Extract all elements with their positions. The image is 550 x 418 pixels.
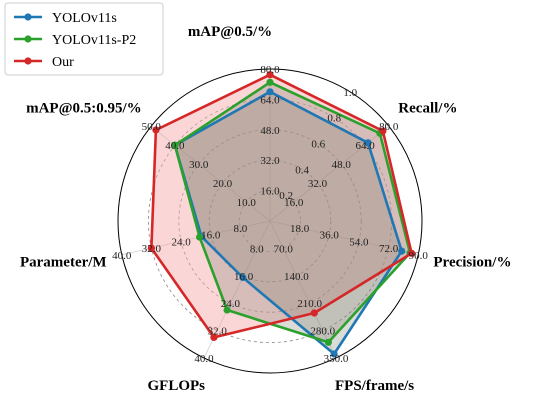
series-point-our [210,333,218,341]
tick-label: 350.0 [324,353,349,365]
radar-tick-labels: 16.032.048.064.080.016.032.048.064.080.0… [112,64,428,365]
series-point-yolov11s-p2 [266,78,274,86]
tick-label: 210.0 [297,298,322,310]
radar-series [147,71,416,358]
tick-label: 50.0 [142,121,162,133]
tick-label: 80.0 [260,64,280,76]
series-point-our [266,71,274,79]
series-area-our [151,74,412,338]
tick-label: 18.0 [290,223,310,235]
grid-spoke [269,220,337,359]
tick-label: 16.0 [234,271,254,283]
series-point-yolov11s [330,350,338,358]
tick-label: 80.0 [379,121,399,133]
axis-title: Recall/% [398,101,457,117]
tick-label: 24.0 [171,236,191,248]
tick-label: 16.0 [201,230,221,242]
axis-title: mAP@0.5/% [188,24,272,40]
series-point-yolov11s-p2 [196,233,204,241]
grid-spoke [269,220,419,256]
tick-label: 40.0 [194,353,214,365]
grid-spoke [150,125,271,222]
grid-circle [239,190,301,252]
legend-label: YOLOv11s-P2 [52,33,136,48]
tick-label: 16.0 [284,197,304,209]
axis-title: Parameter/M [20,255,107,271]
series-point-our [152,126,160,134]
legend-label: YOLOv11s [52,11,117,26]
tick-label: 280.0 [310,326,335,338]
tick-label: 24.0 [221,298,241,310]
tick-label: 10.0 [237,197,257,209]
tick-label: 32.0 [260,155,280,167]
tick-label: 40.0 [165,140,185,152]
series-area-yolov11s-p2 [174,82,410,343]
tick-label: 140.0 [284,271,309,283]
grid-spoke [121,220,271,256]
legend-swatch-marker [24,57,32,65]
series-point-yolov11s [266,88,274,96]
grid-circle [208,159,332,283]
series-point-yolov11s [364,139,372,147]
legend-swatch-marker [24,13,32,21]
series-point-yolov11s-p2 [324,338,332,346]
series-point-yolov11s-p2 [171,141,179,149]
radial-tick-label: 0.4 [295,164,309,176]
tick-label: 32.0 [142,243,162,255]
radar-axis-titles: mAP@0.5/% Recall/% Precision/% FPS/frame/s G… [20,24,511,394]
series-point-yolov11s [398,247,406,255]
radial-tick-label: 0.6 [311,139,325,151]
series-point-yolov11s-p2 [223,306,231,314]
radial-tick-label: 1.0 [343,87,357,99]
axis-title: mAP@0.5:0.95/% [26,101,142,117]
tick-label: 64.0 [260,94,280,106]
series-line-our [150,73,413,339]
tick-label: 8.0 [234,223,248,235]
grid-circle [178,129,362,313]
series-point-our [408,249,416,257]
tick-label: 8.0 [250,243,264,255]
legend-box [4,2,164,76]
series-point-yolov11s [239,273,247,282]
tick-label: 32.0 [308,178,328,190]
axis-title: Precision/% [433,255,511,271]
tick-label: 32.0 [208,326,228,338]
tick-label: 70.0 [274,243,294,255]
series-point-our [147,244,155,252]
axis-title: GFLOPs [147,378,205,394]
series-point-our [379,127,387,135]
series-area-yolov11s [174,91,402,355]
tick-label: 90.0 [409,250,429,262]
tick-label: 16.0 [260,186,280,198]
legend-label: Our [52,55,74,70]
tick-label: 20.0 [213,178,233,190]
tick-label: 48.0 [332,159,352,171]
axis-title: FPS/frame/s [335,378,414,394]
tick-label: 48.0 [260,125,280,137]
tick-label: 30.0 [189,159,209,171]
legend: YOLOv11s YOLOv11s-P2 Our [4,2,164,76]
radial-tick-label: 0.2 [279,190,293,202]
tick-label: 64.0 [355,140,375,152]
series-point-our [310,309,318,317]
series-line-yolov11s-p2 [173,81,412,344]
legend-swatch-marker [24,35,32,43]
tick-label: 36.0 [320,230,340,242]
tick-label: 54.0 [349,236,369,248]
tick-label: 72.0 [379,243,399,255]
tick-label: 40.0 [112,250,132,262]
radial-tick-label: 0.8 [327,113,341,125]
